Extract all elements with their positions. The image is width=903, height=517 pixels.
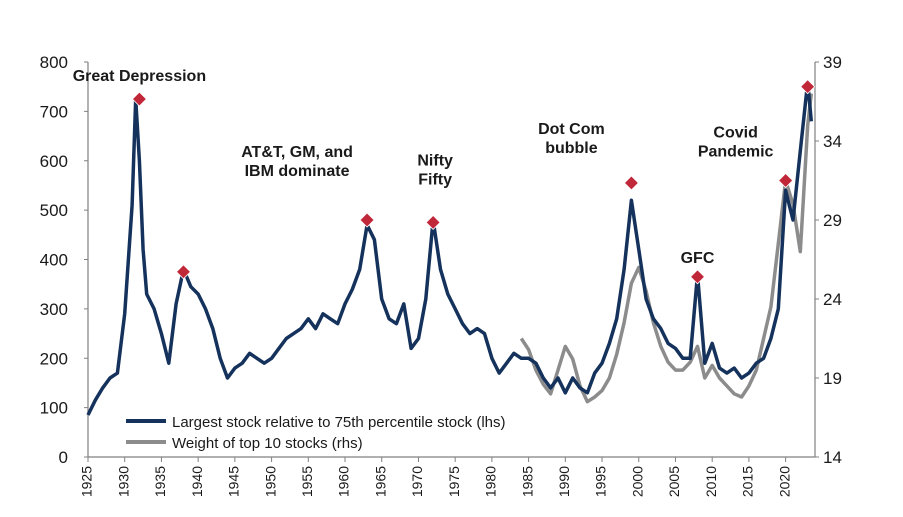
- annotation-label: AT&T, GM, and: [241, 144, 353, 161]
- x-tick-label: 1975: [446, 466, 462, 497]
- annotation-label: Dot Com: [538, 121, 605, 138]
- y-tick-label: 800: [40, 53, 68, 72]
- legend: Largest stock relative to 75th percentil…: [126, 414, 506, 452]
- annotation-label: Covid: [713, 125, 757, 142]
- x-tick-label: 2020: [776, 466, 792, 497]
- x-tick-label: 1970: [409, 466, 425, 497]
- x-tick-label: 2000: [629, 466, 645, 497]
- y-tick-label: 400: [40, 251, 68, 270]
- annotation-label: GFC: [681, 250, 715, 267]
- legend-label-rhs: Weight of top 10 stocks (rhs): [172, 435, 363, 452]
- peak-marker: [800, 79, 816, 95]
- annotation-label: Pandemic: [698, 144, 774, 161]
- series-layer: [86, 80, 814, 416]
- series-line-top10-weight: [519, 93, 814, 404]
- x-tick-label: 1985: [519, 466, 535, 497]
- annotation-label: IBM dominate: [245, 163, 350, 180]
- axes: 0 100 200 300 400 500 600 700 800 14 19 24 29 34 39 192…: [40, 53, 842, 497]
- annotation-label: Nifty: [417, 152, 453, 169]
- x-tick-label: 1930: [115, 466, 131, 497]
- y2-tick-label: 19: [823, 369, 842, 388]
- series-line-largest-stock-ratio: [86, 80, 814, 416]
- x-tick-label: 2010: [703, 466, 719, 497]
- x-tick-label: 1950: [262, 466, 278, 497]
- peak-marker: [689, 269, 706, 285]
- x-tick-label: 2015: [740, 466, 756, 497]
- peak-marker: [175, 264, 192, 280]
- x-tick-label: 1965: [372, 466, 388, 497]
- y-tick-label: 200: [40, 349, 68, 368]
- x-tick-label: 2005: [666, 466, 682, 497]
- y2-tick-label: 24: [823, 290, 842, 309]
- x-tick-label: 1995: [593, 466, 609, 497]
- x-tick-label: 1960: [336, 466, 352, 497]
- x-tick-label: 1945: [226, 466, 242, 497]
- peak-marker: [623, 175, 639, 191]
- annotation-label: Fifty: [418, 171, 452, 188]
- y-tick-label: 300: [40, 300, 68, 319]
- y2-tick-label: 39: [823, 53, 842, 72]
- y-tick-label: 500: [40, 201, 68, 220]
- x-tick-label: 1940: [189, 466, 205, 497]
- peak-marker: [131, 91, 147, 107]
- x-tick-label: 1990: [556, 466, 572, 497]
- peak-marker: [778, 172, 794, 189]
- y2-tick-label: 29: [823, 211, 842, 230]
- x-tick-label: 1955: [299, 466, 315, 497]
- x-tick-label: 1935: [152, 466, 168, 497]
- y2-tick-label: 14: [823, 448, 842, 467]
- annotation-label: Great Depression: [73, 68, 206, 85]
- legend-label-lhs: Largest stock relative to 75th percentil…: [172, 414, 506, 431]
- marker-layer: [131, 79, 816, 285]
- peak-marker: [359, 212, 375, 228]
- x-tick-label: 1980: [483, 466, 499, 497]
- y-tick-label: 700: [40, 102, 68, 121]
- annotation-layer: Great Depression AT&T, GM, and IBM dominat…: [73, 68, 774, 267]
- x-tick-label: 1925: [79, 466, 95, 497]
- peak-marker: [425, 214, 441, 231]
- y-tick-label: 0: [59, 448, 68, 467]
- annotation-label: bubble: [545, 140, 598, 157]
- y2-tick-label: 34: [823, 132, 842, 151]
- y-tick-label: 100: [40, 399, 68, 418]
- y-tick-label: 600: [40, 152, 68, 171]
